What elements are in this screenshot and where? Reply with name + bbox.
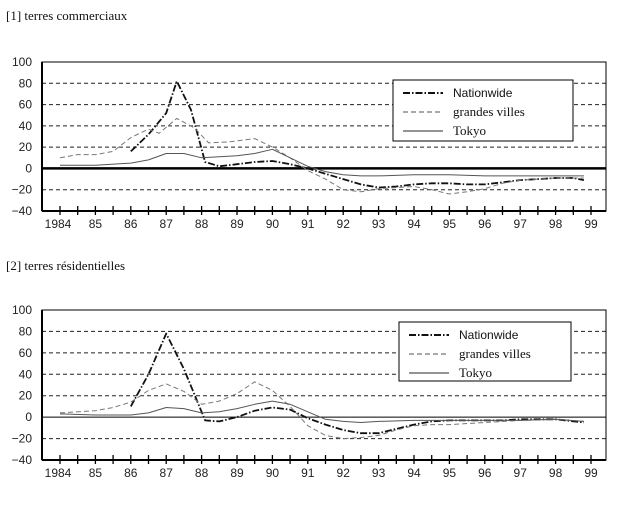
- x-tick-label: 92: [337, 466, 351, 480]
- x-tick-label: 98: [549, 217, 563, 231]
- x-tick-label: 87: [160, 466, 174, 480]
- series-line-grandes-villes: [59, 381, 584, 440]
- y-tick-label: 80: [19, 76, 33, 90]
- x-tick-label: 98: [549, 466, 563, 480]
- chart-2-title: [2] terres résidentielles: [6, 258, 126, 273]
- x-tick-label: 85: [89, 217, 103, 231]
- x-tick-label: 90: [266, 466, 280, 480]
- x-tick-label: 85: [89, 466, 103, 480]
- x-tick-label: 86: [124, 217, 138, 231]
- chart-1-title: [1] terres commerciaux: [6, 8, 128, 23]
- series-line-tokyo: [60, 148, 584, 177]
- x-tick-label: 90: [266, 217, 280, 231]
- y-tick-label: 60: [19, 98, 33, 112]
- series-line-grandes-villes: [59, 117, 584, 195]
- legend-label: Nationwide: [459, 328, 519, 342]
- x-tick-label: 88: [195, 466, 209, 480]
- x-tick-label: 88: [195, 217, 209, 231]
- legend-label: grandes villes: [453, 104, 525, 119]
- x-tick-label: 91: [301, 217, 315, 231]
- x-tick-label: 97: [514, 466, 528, 480]
- y-tick-label: 60: [19, 346, 33, 360]
- x-tick-label: 86: [124, 466, 138, 480]
- y-tick-label: 40: [19, 367, 33, 381]
- x-tick-label: 96: [478, 217, 492, 231]
- x-tick-label: 91: [301, 466, 315, 480]
- x-tick-label: 93: [372, 217, 386, 231]
- x-tick-label: 99: [584, 217, 598, 231]
- x-tick-label: 95: [443, 217, 457, 231]
- x-tick-label: 95: [443, 466, 457, 480]
- chart-2: 100 80 60 40 20 0 −20 −40 1984 85 86 87 88 89 90 91 92 93…: [12, 303, 607, 480]
- y-tick-label: 20: [19, 140, 33, 154]
- y-tick-label: 0: [25, 161, 32, 175]
- legend-box: [398, 321, 572, 382]
- chart-1: 100 80 60 40 20 0 −20 −40 1984 85 86 87 88 89 90 91 92 93…: [12, 55, 607, 231]
- series-line-tokyo: [59, 400, 584, 423]
- x-tick-label: 96: [478, 466, 492, 480]
- y-tick-label: −20: [12, 183, 33, 197]
- y-tick-label: 100: [12, 303, 32, 317]
- x-tick-label: 87: [160, 217, 174, 231]
- legend-label: grandes villes: [459, 346, 531, 361]
- x-tick-label: 97: [514, 217, 528, 231]
- y-tick-label: −20: [12, 432, 33, 446]
- y-tick-label: 80: [19, 324, 33, 338]
- x-tick-label: 92: [337, 217, 351, 231]
- legend-label: Tokyo: [453, 123, 486, 138]
- x-tick-label: 89: [230, 217, 244, 231]
- y-tick-label: −40: [12, 453, 33, 467]
- y-tick-label: −40: [12, 204, 33, 218]
- x-tick-label: 89: [230, 466, 244, 480]
- x-tick-label: 1984: [45, 217, 72, 231]
- legend-label: Tokyo: [459, 365, 492, 380]
- legend-label: Nationwide: [453, 86, 513, 100]
- y-tick-label: 40: [19, 119, 33, 133]
- x-tick-label: 99: [584, 466, 598, 480]
- x-tick-label: 94: [407, 466, 421, 480]
- series-line-nationwide: [130, 80, 585, 189]
- y-tick-label: 0: [25, 410, 32, 424]
- x-tick-label: 93: [372, 466, 386, 480]
- y-tick-label: 20: [19, 389, 33, 403]
- y-tick-label: 100: [12, 55, 32, 69]
- x-tick-label: 94: [407, 217, 421, 231]
- x-tick-label: 1984: [45, 466, 72, 480]
